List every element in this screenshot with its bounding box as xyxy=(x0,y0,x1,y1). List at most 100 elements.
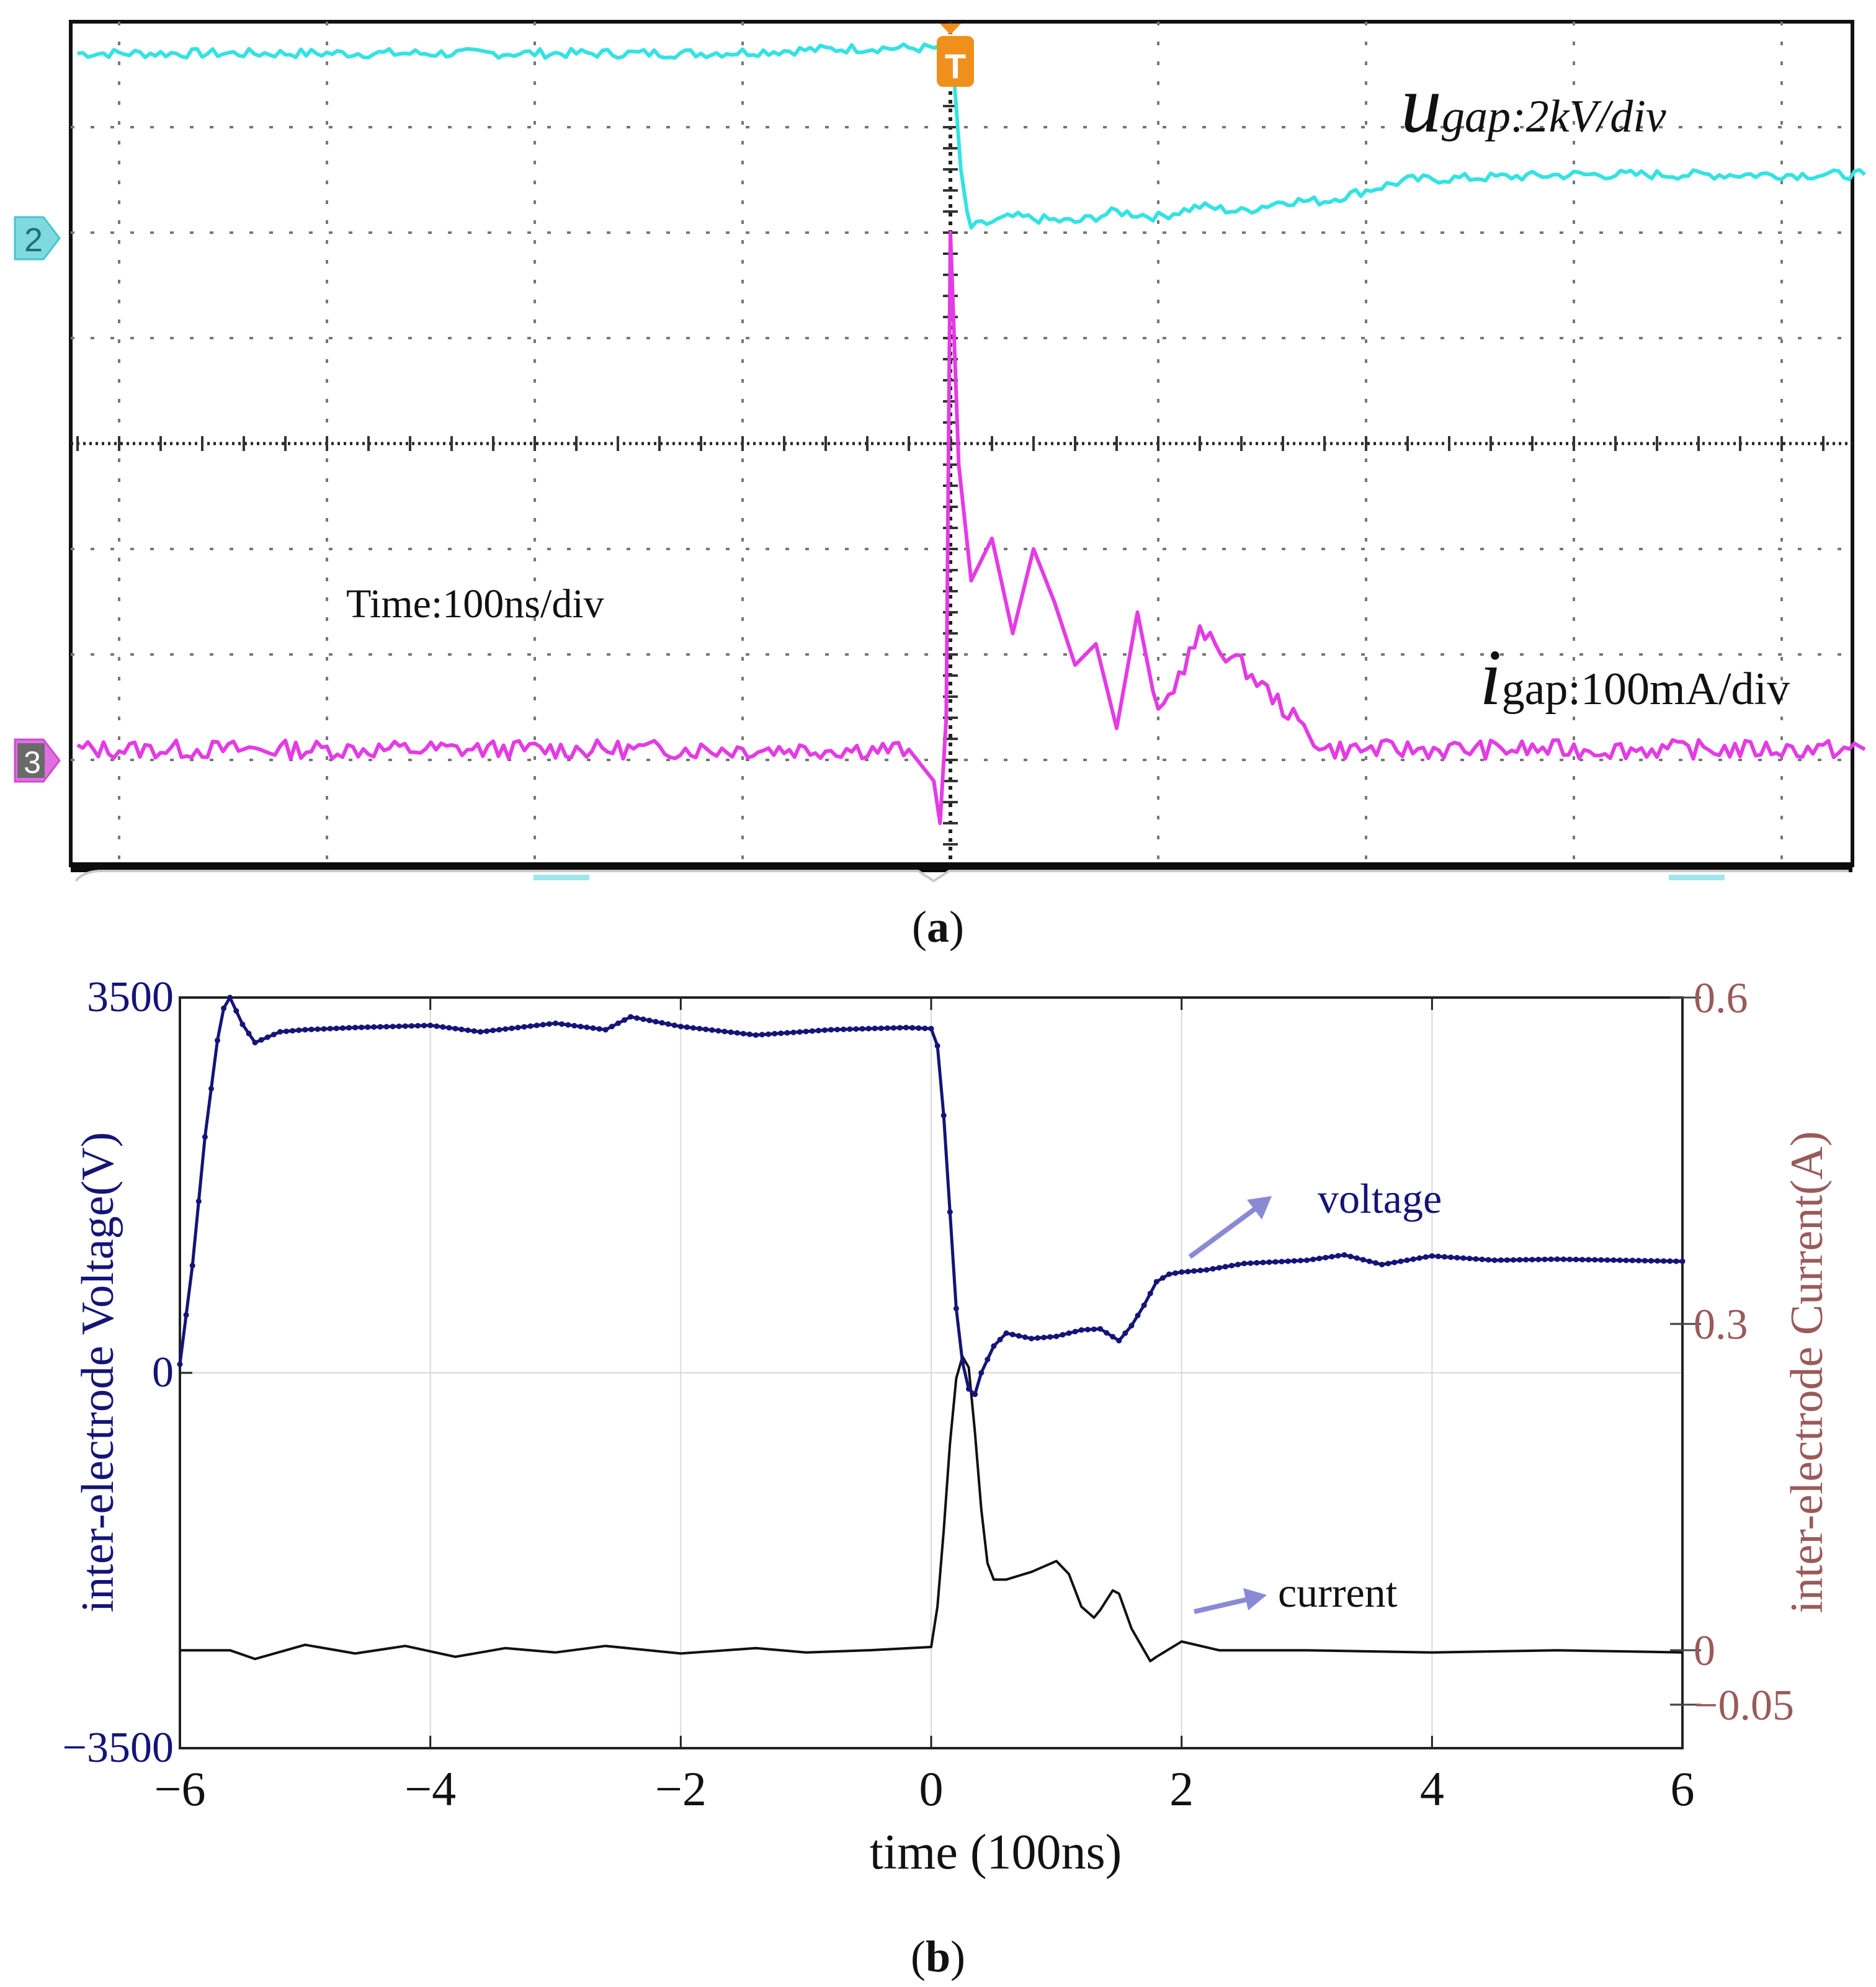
channel-2-marker: 2 xyxy=(14,216,61,261)
voltage-marker xyxy=(916,1025,922,1031)
voltage-marker xyxy=(565,1022,571,1028)
voltage-marker xyxy=(909,1025,916,1031)
channel-2-tag-icon xyxy=(14,216,61,261)
voltage-marker xyxy=(1047,1334,1053,1340)
voltage-marker xyxy=(1216,1265,1222,1271)
current-annotation-arrow xyxy=(1194,1596,1254,1614)
voltage-marker xyxy=(1141,1302,1147,1308)
voltage-marker xyxy=(1673,1258,1679,1264)
voltage-marker xyxy=(790,1029,797,1035)
voltage-marker xyxy=(1416,1255,1423,1261)
voltage-marker xyxy=(1579,1257,1585,1262)
time-scale-label: Time:100ns/div xyxy=(346,581,604,627)
x-tick-label: 6 xyxy=(1671,1762,1695,1816)
voltage-marker xyxy=(1060,1332,1066,1338)
voltage-marker xyxy=(1341,1252,1347,1258)
voltage-marker xyxy=(697,1025,703,1032)
voltage-marker xyxy=(1473,1256,1479,1262)
voltage-marker xyxy=(1022,1334,1028,1340)
y2-tick-label: −0.05 xyxy=(1694,1682,1794,1730)
scope-bottom-bracket xyxy=(74,870,1849,883)
voltage-marker xyxy=(865,1025,872,1032)
voltage-marker xyxy=(1529,1257,1535,1262)
voltage-marker xyxy=(1610,1257,1617,1263)
voltage-marker xyxy=(1304,1257,1310,1263)
voltage-marker xyxy=(458,1026,465,1032)
y2-tick-label: 0 xyxy=(1694,1627,1715,1675)
scope-bottom-cyan-marker xyxy=(534,875,589,880)
voltage-marker xyxy=(1091,1326,1097,1333)
x-axis-ticks: −6 −4 −2 0 2 4 6 xyxy=(154,998,1695,1816)
voltage-marker xyxy=(1554,1256,1560,1262)
voltage-marker xyxy=(1629,1257,1635,1264)
voltage-marker xyxy=(690,1025,696,1031)
current-trace xyxy=(76,231,1866,825)
voltage-marker xyxy=(1185,1269,1191,1275)
voltage-marker xyxy=(534,1022,540,1029)
voltage-marker xyxy=(746,1031,753,1037)
voltage-marker xyxy=(1354,1255,1360,1261)
voltage-marker xyxy=(1467,1256,1473,1262)
voltage-marker xyxy=(934,1043,940,1049)
voltage-marker xyxy=(841,1026,847,1032)
voltage-marker xyxy=(559,1021,565,1027)
y-axis-ticks: 3500 0 −3500 xyxy=(63,973,192,1772)
voltage-marker xyxy=(1197,1267,1204,1274)
voltage-marker xyxy=(371,1024,377,1030)
voltage-marker xyxy=(1279,1259,1285,1265)
voltage-series-markers xyxy=(177,994,1686,1398)
x-axis-label: time (100ns) xyxy=(870,1825,1122,1880)
voltage-marker xyxy=(1517,1257,1523,1263)
voltage-annotation-arrow xyxy=(1188,1202,1262,1259)
voltage-marker xyxy=(703,1026,709,1032)
voltage-marker xyxy=(1266,1259,1272,1266)
voltage-marker xyxy=(327,1025,333,1032)
voltage-marker xyxy=(1460,1255,1467,1261)
voltage-marker xyxy=(784,1030,790,1036)
waveform-chart: −6 −4 −2 0 2 4 6 3500 0 −3500 0.6 0.3 0 −0.05 time … xyxy=(63,973,1833,1880)
voltage-marker xyxy=(1479,1256,1485,1262)
voltage-marker xyxy=(1035,1335,1041,1341)
voltage-marker xyxy=(721,1029,728,1035)
voltage-marker xyxy=(471,1028,477,1034)
y-axis-label: inter-electrode Voltage(V) xyxy=(73,1132,123,1613)
voltage-marker xyxy=(1398,1258,1404,1264)
voltage-marker xyxy=(1110,1334,1116,1340)
voltage-marker xyxy=(590,1025,596,1031)
channel-2-label: 2 xyxy=(24,221,43,259)
voltage-marker xyxy=(1560,1256,1566,1262)
voltage-marker xyxy=(270,1032,277,1038)
trigger-arrow-icon xyxy=(940,24,961,35)
voltage-marker xyxy=(809,1028,815,1034)
voltage-marker xyxy=(1454,1254,1460,1261)
voltage-marker xyxy=(853,1026,859,1032)
caption-a: (a) xyxy=(912,902,964,952)
trigger-box xyxy=(937,36,974,87)
voltage-marker xyxy=(1204,1267,1210,1273)
voltage-marker xyxy=(1291,1258,1297,1264)
voltage-marker xyxy=(415,1023,421,1029)
voltage-marker xyxy=(1623,1257,1629,1264)
current-annotation: current xyxy=(1194,1569,1398,1616)
voltage-marker xyxy=(1655,1258,1661,1264)
voltage-marker xyxy=(1404,1257,1410,1263)
voltage-marker xyxy=(978,1370,985,1376)
caption-a-letter: a xyxy=(927,902,949,952)
voltage-marker xyxy=(1347,1253,1354,1259)
voltage-marker xyxy=(1548,1256,1554,1262)
voltage-marker xyxy=(1360,1257,1366,1263)
voltage-marker xyxy=(1523,1257,1529,1263)
voltage-marker xyxy=(634,1015,640,1021)
voltage-marker xyxy=(1116,1337,1122,1344)
voltage-marker xyxy=(496,1027,502,1033)
voltage-marker xyxy=(715,1028,721,1034)
voltage-marker xyxy=(1410,1256,1416,1262)
current-scale-text: gap:100mA/div xyxy=(1502,664,1790,715)
voltage-marker xyxy=(766,1031,772,1037)
voltage-marker xyxy=(359,1024,365,1030)
voltage-marker xyxy=(1542,1256,1548,1262)
voltage-marker xyxy=(609,1024,615,1030)
voltage-marker xyxy=(383,1024,390,1030)
y-tick-label: −3500 xyxy=(63,1724,174,1772)
